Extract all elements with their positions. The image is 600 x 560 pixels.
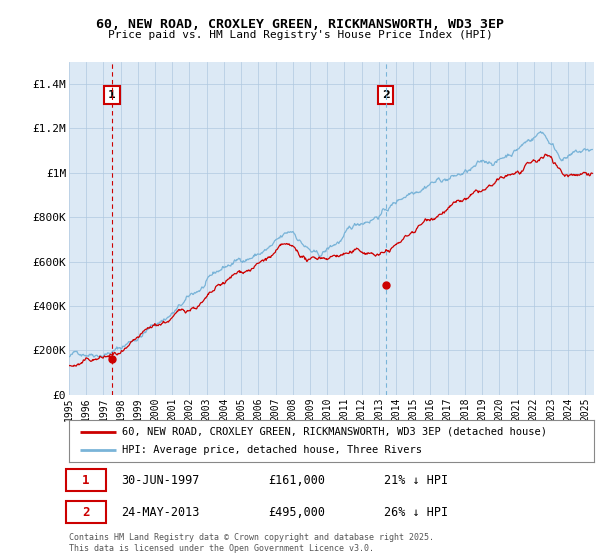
Text: 1: 1	[108, 90, 116, 100]
Text: 26% ↓ HPI: 26% ↓ HPI	[384, 506, 448, 519]
Text: 2: 2	[82, 506, 90, 519]
Text: 2: 2	[382, 90, 389, 100]
Text: 1: 1	[82, 474, 90, 487]
Text: £495,000: £495,000	[269, 506, 325, 519]
Text: 24-MAY-2013: 24-MAY-2013	[121, 506, 200, 519]
Text: Price paid vs. HM Land Registry's House Price Index (HPI): Price paid vs. HM Land Registry's House …	[107, 30, 493, 40]
Text: 60, NEW ROAD, CROXLEY GREEN, RICKMANSWORTH, WD3 3EP: 60, NEW ROAD, CROXLEY GREEN, RICKMANSWOR…	[96, 18, 504, 31]
Text: 60, NEW ROAD, CROXLEY GREEN, RICKMANSWORTH, WD3 3EP (detached house): 60, NEW ROAD, CROXLEY GREEN, RICKMANSWOR…	[121, 427, 547, 437]
Text: 21% ↓ HPI: 21% ↓ HPI	[384, 474, 448, 487]
Text: £161,000: £161,000	[269, 474, 325, 487]
Text: Contains HM Land Registry data © Crown copyright and database right 2025.
This d: Contains HM Land Registry data © Crown c…	[69, 533, 434, 553]
FancyBboxPatch shape	[67, 501, 106, 523]
FancyBboxPatch shape	[67, 469, 106, 491]
Text: 30-JUN-1997: 30-JUN-1997	[121, 474, 200, 487]
Text: HPI: Average price, detached house, Three Rivers: HPI: Average price, detached house, Thre…	[121, 445, 421, 455]
